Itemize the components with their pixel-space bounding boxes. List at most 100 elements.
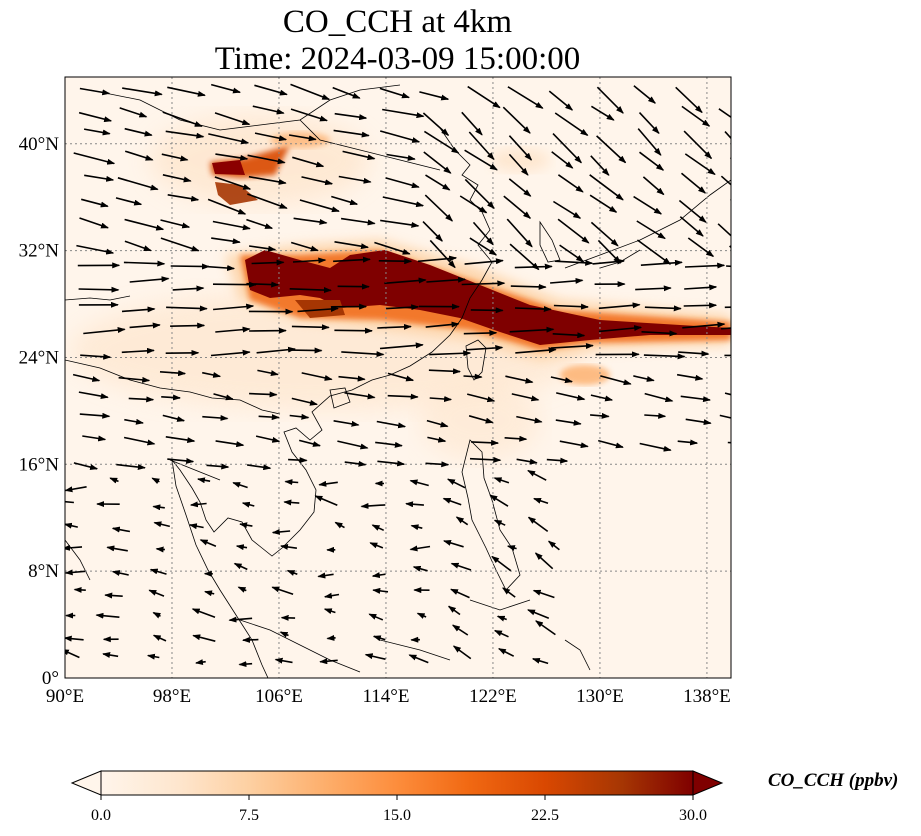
wind-arrow [548, 90, 574, 111]
wind-arrow [257, 369, 279, 377]
wind-arrow [718, 108, 731, 119]
wind-arrow [508, 153, 529, 176]
wind-arrow [590, 394, 614, 402]
wind-arrow [422, 221, 443, 242]
wind-arrow [429, 396, 453, 403]
wind-arrow [256, 346, 296, 354]
wind-arrow [360, 502, 386, 509]
wind-arrow [589, 174, 624, 201]
wind-arrow [425, 174, 451, 191]
wind-arrow [288, 457, 308, 464]
plume-north-4 [490, 148, 550, 172]
wind-arrow [123, 436, 156, 446]
wind-arrow [153, 521, 170, 528]
wind-arrow [429, 239, 456, 269]
wind-arrow [204, 590, 215, 597]
wind-arrow [76, 244, 115, 255]
lat-tick-label: 16°N [19, 454, 60, 475]
wind-arrow [241, 501, 255, 508]
wind-arrow [65, 649, 80, 659]
wind-arrow [254, 84, 288, 96]
wind-arrow [148, 589, 165, 597]
wind-arrow [124, 218, 165, 231]
wind-arrow [152, 504, 165, 511]
wind-arrow [215, 326, 251, 333]
wind-arrow [161, 153, 189, 162]
northern-borders [89, 84, 441, 171]
wind-arrow [680, 395, 711, 403]
wind-arrow [508, 135, 533, 161]
wind-arrow [289, 287, 332, 294]
wind-arrow [554, 259, 594, 266]
wind-arrow [202, 265, 236, 272]
wind-arrow [547, 540, 560, 551]
wind-arrow [729, 156, 731, 160]
wind-arrow [426, 276, 466, 283]
wind-arrow [290, 83, 331, 101]
wind-arrow [271, 586, 294, 595]
wind-arrow [228, 616, 253, 623]
wind-arrow [502, 106, 531, 134]
wind-arrow [344, 460, 367, 467]
wind-arrow [590, 221, 619, 247]
wind-arrow [504, 435, 528, 442]
wind-arrow [323, 592, 340, 599]
wind-arrow [506, 218, 533, 248]
coastlines [65, 84, 731, 678]
wind-arrow [427, 436, 447, 443]
wind-arrow [334, 327, 373, 334]
wind-arrow [597, 239, 621, 264]
wind-arrow [252, 105, 285, 115]
lat-tick-label: 40°N [19, 134, 60, 155]
wind-arrow [417, 255, 458, 263]
wind-arrow [409, 545, 431, 552]
wind-arrow [338, 375, 366, 382]
wind-arrow [232, 481, 248, 489]
wind-arrow [290, 241, 319, 252]
wind-arrow [681, 105, 711, 127]
wind-arrow [514, 263, 553, 270]
wind-arrow [684, 284, 718, 291]
wind-arrow [160, 237, 200, 252]
wind-arrow [600, 375, 632, 386]
wind-arrow [639, 151, 665, 171]
wind-arrow [167, 457, 195, 464]
wind-arrow [202, 415, 229, 421]
wind-arrow [299, 199, 340, 213]
wind-arrow [726, 265, 731, 268]
wind-arrow [515, 347, 557, 354]
wind-arrow [333, 129, 370, 138]
wind-arrow [122, 87, 163, 97]
wind-arrow [337, 440, 369, 450]
wind-arrow [532, 589, 555, 599]
colorbar-label: CO_CCH (ppbv) [768, 770, 899, 791]
wind-arrow [323, 608, 336, 615]
wind-arrow [377, 323, 412, 330]
lon-tick-label: 122°E [469, 686, 517, 707]
wind-arrow [493, 629, 509, 638]
colorbar-tick-label: 0.0 [91, 807, 111, 824]
wind-arrow [425, 321, 460, 328]
wind-arrow [464, 258, 504, 265]
wind-arrow [118, 376, 151, 383]
wind-arrow [509, 243, 540, 271]
wind-arrow [527, 516, 549, 533]
wind-arrow [291, 397, 318, 406]
wind-arrow [644, 392, 674, 403]
wind-arrow [684, 262, 726, 269]
wind-arrow [384, 277, 427, 285]
wind-arrow [467, 85, 501, 109]
wind-arrow [124, 127, 153, 137]
wind-arrow [280, 543, 298, 550]
wind-arrow [463, 329, 498, 336]
wind-arrow [65, 498, 74, 505]
wind-arrow [412, 565, 428, 572]
colorbar-gradient [101, 771, 693, 795]
wind-arrow [640, 259, 683, 266]
wind-arrow [73, 462, 99, 470]
wind-arrow [375, 441, 403, 448]
wind-arrow [552, 200, 582, 219]
wind-arrow [378, 258, 413, 265]
wind-arrow [239, 522, 253, 529]
wind-arrow [535, 620, 556, 636]
